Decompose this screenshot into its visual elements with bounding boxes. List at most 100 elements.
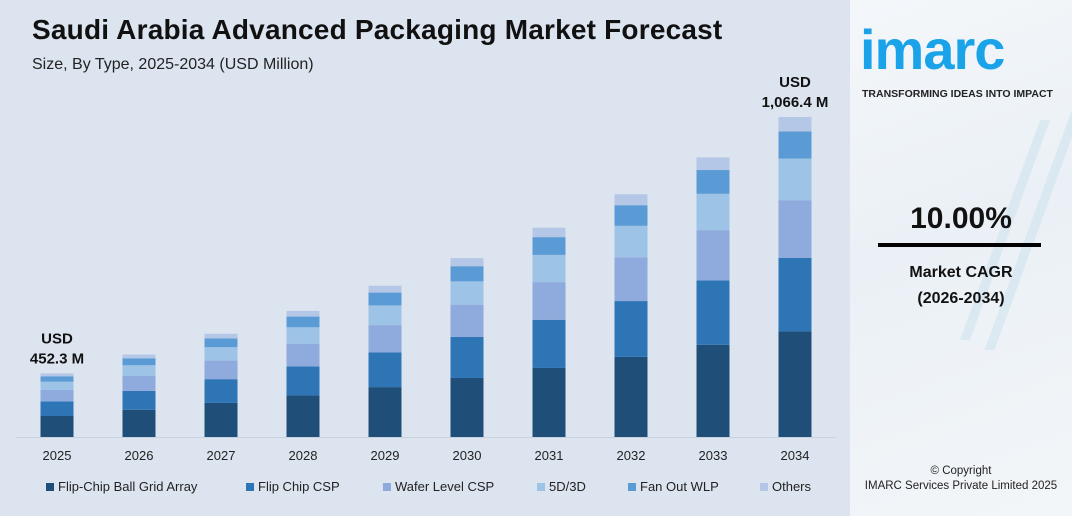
bar-segment-2025-4 [40, 376, 74, 382]
x-tick-label: 2031 [535, 448, 564, 463]
bar-segment-2029-0 [368, 387, 402, 437]
bar-segment-2033-2 [696, 230, 730, 281]
bar-segment-2031-0 [532, 367, 566, 437]
legend-swatch [246, 483, 254, 491]
bar-segment-2027-4 [204, 338, 238, 348]
bar-segment-2031-5 [532, 227, 566, 238]
bar-segment-2030-0 [450, 377, 484, 437]
bar-segment-2033-4 [696, 170, 730, 194]
x-tick-label: 2026 [125, 448, 154, 463]
bar-segment-2033-1 [696, 280, 730, 345]
x-tick-label: 2025 [43, 448, 72, 463]
bar-segment-2028-2 [286, 343, 320, 367]
data-label-value: 452.3 M [30, 350, 84, 367]
chart-subtitle: Size, By Type, 2025-2034 (USD Million) [32, 56, 314, 73]
bar-segment-2031-3 [532, 254, 566, 283]
x-tick-label: 2030 [453, 448, 482, 463]
bar-segment-2028-0 [286, 395, 320, 437]
legend-label: Fan Out WLP [640, 479, 719, 494]
bar-segment-2028-4 [286, 316, 320, 328]
legend-swatch [383, 483, 391, 491]
x-tick-label: 2027 [207, 448, 236, 463]
bar-segment-2034-2 [778, 200, 812, 258]
bar-segment-2033-3 [696, 193, 730, 231]
divider [878, 243, 1041, 247]
bar-segment-2030-1 [450, 336, 484, 378]
imarc-logo: imarc [860, 18, 1005, 81]
x-tick-label: 2029 [371, 448, 400, 463]
bar-segment-2027-2 [204, 360, 238, 380]
bar-segment-2032-0 [614, 356, 648, 437]
bar-segment-2029-5 [368, 285, 402, 293]
copyright: © Copyright IMARC Services Private Limit… [850, 464, 1072, 494]
bar-segment-2029-3 [368, 305, 402, 326]
logo-tagline: TRANSFORMING IDEAS INTO IMPACT [862, 88, 1053, 100]
bar-segment-2032-4 [614, 205, 648, 226]
bar-segment-2031-2 [532, 282, 566, 320]
bar-segment-2029-4 [368, 292, 402, 306]
legend-label: Others [772, 479, 812, 494]
bar-segment-2031-4 [532, 237, 566, 255]
bar-segment-2028-1 [286, 366, 320, 396]
legend-label: Flip-Chip Ball Grid Array [58, 479, 198, 494]
x-tick-label: 2028 [289, 448, 318, 463]
bar-segment-2029-1 [368, 352, 402, 388]
bar-segment-2026-1 [122, 390, 156, 410]
bar-segment-2033-5 [696, 157, 730, 171]
bar-segment-2025-0 [40, 416, 74, 437]
legend-swatch [760, 483, 768, 491]
chart-title: Saudi Arabia Advanced Packaging Market F… [32, 14, 723, 45]
legend-label: 5D/3D [549, 479, 586, 494]
copyright-symbol-text: © Copyright [930, 465, 992, 477]
bar-segment-2029-2 [368, 325, 402, 353]
bar-segment-2032-5 [614, 194, 648, 206]
bar-segment-2026-3 [122, 365, 156, 376]
data-label-unit: USD [41, 330, 73, 347]
bar-segment-2026-5 [122, 354, 156, 359]
bar-segment-2025-5 [40, 373, 74, 377]
bar-segment-2025-3 [40, 381, 74, 390]
bar-segment-2032-2 [614, 257, 648, 302]
cagr-label: Market CAGR (2026-2034) [850, 260, 1072, 312]
cagr-period: (2026-2034) [917, 290, 1005, 307]
side-panel: imarc TRANSFORMING IDEAS INTO IMPACT 10.… [850, 0, 1072, 516]
bar-segment-2030-3 [450, 281, 484, 305]
legend-swatch [628, 483, 636, 491]
legend-swatch [537, 483, 545, 491]
bar-segment-2034-5 [778, 117, 812, 132]
bar-segment-2027-0 [204, 402, 238, 437]
bar-segment-2025-1 [40, 401, 74, 417]
x-tick-label: 2033 [699, 448, 728, 463]
bar-segment-2028-3 [286, 327, 320, 344]
x-tick-label: 2034 [781, 448, 810, 463]
bar-segment-2030-4 [450, 266, 484, 282]
bar-segment-2031-1 [532, 319, 566, 368]
bar-segment-2030-2 [450, 304, 484, 337]
bar-segment-2027-1 [204, 379, 238, 403]
bar-segment-2033-0 [696, 344, 730, 437]
cagr-value: 10.00% [910, 202, 1012, 235]
legend-label: Flip Chip CSP [258, 479, 340, 494]
bar-segment-2027-3 [204, 347, 238, 361]
bar-segment-2026-2 [122, 375, 156, 391]
bar-segment-2032-3 [614, 225, 648, 258]
copyright-company: IMARC Services Private Limited 2025 [864, 480, 1058, 492]
data-label-value: 1,066.4 M [762, 94, 829, 111]
bar-segment-2034-1 [778, 257, 812, 332]
bar-segment-2032-1 [614, 301, 648, 357]
cagr-label-text: Market CAGR [909, 264, 1013, 281]
bar-segment-2028-5 [286, 310, 320, 317]
legend-label: Wafer Level CSP [395, 479, 494, 494]
bar-segment-2027-5 [204, 333, 238, 339]
bar-segment-2025-2 [40, 389, 74, 402]
bar-segment-2026-0 [122, 409, 156, 437]
x-tick-label: 2032 [617, 448, 646, 463]
legend-swatch [46, 483, 54, 491]
bar-segment-2034-3 [778, 158, 812, 201]
bar-segment-2030-5 [450, 258, 484, 267]
chart-panel: Saudi Arabia Advanced Packaging Market F… [16, 14, 836, 494]
data-label-unit: USD [779, 74, 811, 91]
bar-segment-2034-0 [778, 331, 812, 437]
stacked-bar-chart: 2025 2026 2027 2028 2029 2030 2031 2032 2033 2034… [16, 74, 836, 494]
bar-segment-2026-4 [122, 358, 156, 366]
